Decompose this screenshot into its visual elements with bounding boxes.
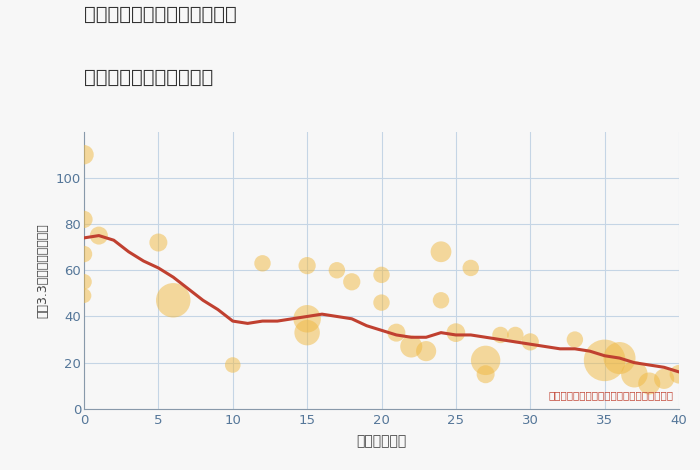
Point <box>376 299 387 306</box>
Point <box>78 151 90 158</box>
Point <box>421 347 432 355</box>
Point <box>644 380 655 387</box>
Point <box>495 331 506 339</box>
X-axis label: 築年数（年）: 築年数（年） <box>356 434 407 448</box>
Point <box>450 329 461 337</box>
Point <box>376 271 387 279</box>
Point <box>78 216 90 223</box>
Point <box>673 370 685 378</box>
Point <box>78 292 90 299</box>
Point <box>435 297 447 304</box>
Point <box>331 266 342 274</box>
Point <box>569 336 580 343</box>
Point <box>391 329 402 337</box>
Text: 築年数別中古戸建て価格: 築年数別中古戸建て価格 <box>84 68 214 87</box>
Point <box>510 331 521 339</box>
Point <box>599 357 610 364</box>
Point <box>78 251 90 258</box>
Point <box>465 264 476 272</box>
Point <box>302 315 313 322</box>
Point <box>302 262 313 269</box>
Point <box>227 361 238 369</box>
Point <box>78 278 90 286</box>
Point <box>168 297 179 304</box>
Point <box>93 232 104 239</box>
Point <box>629 370 640 378</box>
Point <box>614 354 625 362</box>
Point <box>659 375 670 383</box>
Text: 福岡県北九州市門司区今津の: 福岡県北九州市門司区今津の <box>84 5 237 24</box>
Point <box>153 239 164 246</box>
Point <box>435 248 447 256</box>
Point <box>525 338 536 345</box>
Point <box>302 329 313 337</box>
Y-axis label: 坪（3.3㎡）単価（万円）: 坪（3.3㎡）単価（万円） <box>36 223 49 318</box>
Point <box>257 259 268 267</box>
Point <box>406 343 417 350</box>
Point <box>346 278 357 286</box>
Point <box>480 357 491 364</box>
Text: 円の大きさは、取引のあった物件面積を示す: 円の大きさは、取引のあった物件面積を示す <box>548 391 673 400</box>
Point <box>480 370 491 378</box>
